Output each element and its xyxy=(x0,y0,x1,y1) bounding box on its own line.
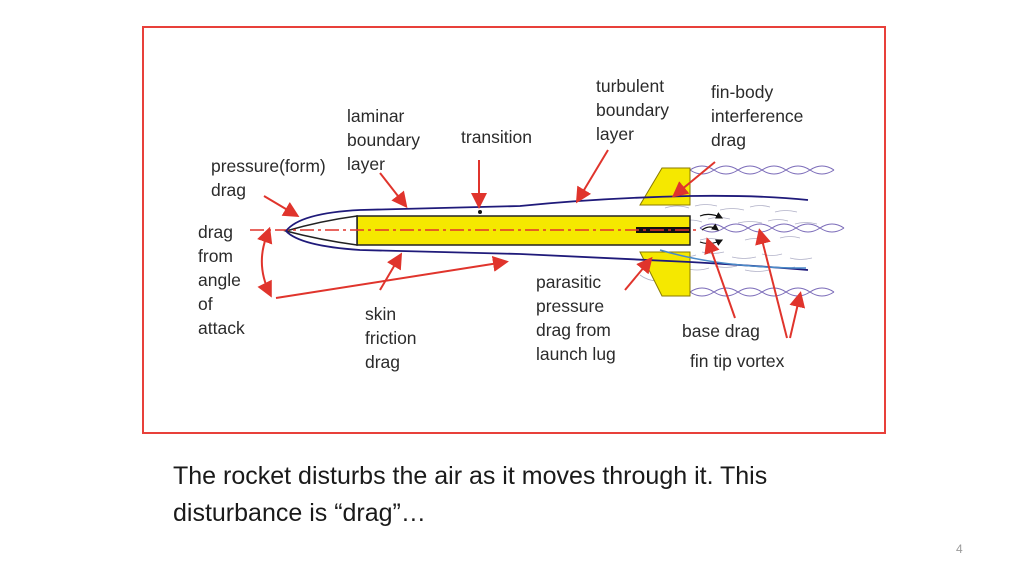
fin-tip-vortex-mid xyxy=(699,223,845,233)
arrow-angle-arc xyxy=(257,226,273,298)
wake-line xyxy=(659,249,807,269)
nose-cone xyxy=(283,215,358,246)
arrow-angle-long xyxy=(275,255,509,299)
diagram-frame xyxy=(142,26,886,434)
boundary-layer-top xyxy=(285,194,809,232)
page-number: 4 xyxy=(956,542,963,556)
arrow-vortex-bottom xyxy=(789,291,806,339)
arrow-laminar xyxy=(379,172,408,209)
arrow-fin-body xyxy=(671,161,716,198)
bottom-fin xyxy=(639,251,691,297)
label-transition: transition xyxy=(461,127,533,147)
slide-caption: The rocket disturbs the air as it moves … xyxy=(173,462,768,527)
label-fin-tip-vortex: fin tip vortex xyxy=(690,351,785,371)
annotation-arrows xyxy=(257,149,806,339)
label-turbulent-boundary-layer: turbulent boundary layer xyxy=(596,76,669,144)
arrow-vortex-mid xyxy=(755,228,788,339)
arrow-parasitic xyxy=(624,256,653,291)
arrow-base xyxy=(704,237,736,319)
transition-dot xyxy=(478,210,482,214)
fin-tip-vortex-bottom xyxy=(689,287,835,297)
label-fin-body-interference-drag: fin-body interference drag xyxy=(711,82,804,150)
label-laminar-boundary-layer: laminar boundary layer xyxy=(347,106,420,174)
label-pressure-form-drag: pressure(form) drag xyxy=(211,156,326,200)
arrow-skin xyxy=(379,252,403,291)
arrow-pressure xyxy=(263,195,300,218)
label-base-drag: base drag xyxy=(682,321,760,341)
top-fin xyxy=(639,167,691,206)
rocket xyxy=(250,167,700,297)
label-drag-from-angle-of-attack: drag from angle of attack xyxy=(198,222,245,338)
label-parasitic-pressure-drag: parasitic pressure drag from launch lug xyxy=(536,272,616,364)
fin-tip-vortex-top xyxy=(689,165,835,175)
arrow-turbulent xyxy=(575,149,609,204)
label-skin-friction-drag: skin friction drag xyxy=(365,304,417,372)
